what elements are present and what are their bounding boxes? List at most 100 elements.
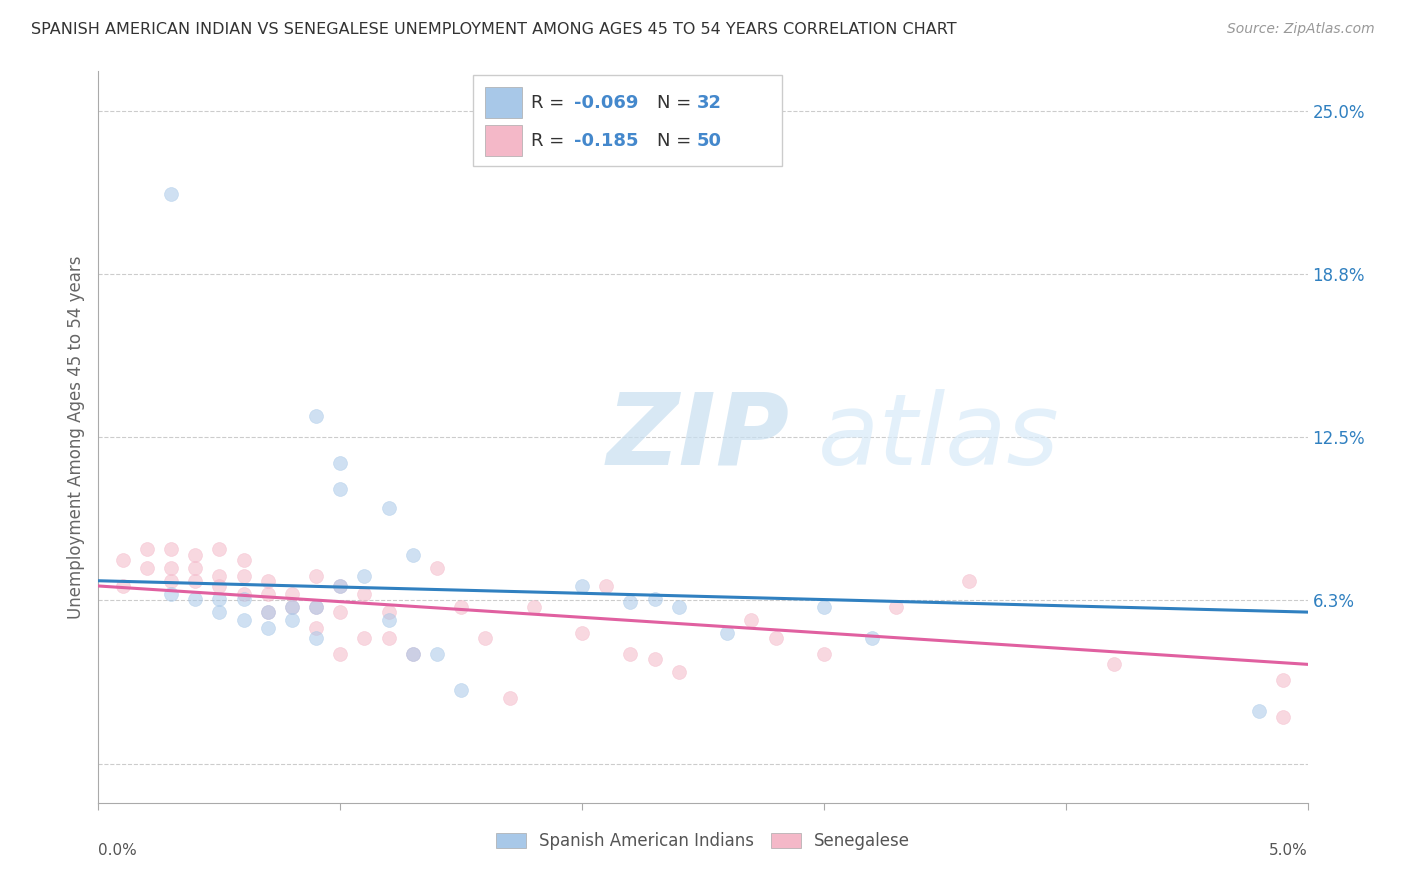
Text: -0.185: -0.185 — [574, 132, 638, 150]
Point — [644, 592, 666, 607]
Point — [184, 548, 207, 562]
Point — [232, 592, 254, 607]
Point — [619, 594, 641, 608]
Text: 5.0%: 5.0% — [1268, 843, 1308, 858]
Point — [886, 599, 908, 614]
Point — [281, 587, 304, 601]
Text: 32: 32 — [697, 94, 721, 112]
Text: N =: N = — [657, 132, 697, 150]
Point — [305, 621, 328, 635]
Point — [571, 626, 593, 640]
Point — [716, 626, 738, 640]
Point — [208, 605, 231, 619]
Point — [305, 599, 328, 614]
Point — [353, 587, 375, 601]
Point — [1272, 673, 1295, 687]
Point — [450, 599, 472, 614]
Y-axis label: Unemployment Among Ages 45 to 54 years: Unemployment Among Ages 45 to 54 years — [66, 255, 84, 619]
Point — [377, 632, 399, 646]
Point — [256, 574, 278, 588]
Text: atlas: atlas — [818, 389, 1060, 485]
Point — [208, 542, 231, 557]
Point — [740, 613, 762, 627]
Point — [571, 579, 593, 593]
Point — [184, 592, 207, 607]
Point — [160, 542, 183, 557]
Point — [160, 587, 183, 601]
Point — [232, 587, 254, 601]
Point — [329, 647, 352, 661]
Point — [426, 647, 449, 661]
Point — [668, 665, 690, 680]
Text: ZIP: ZIP — [606, 389, 789, 485]
Point — [160, 574, 183, 588]
Point — [256, 605, 278, 619]
Text: -0.069: -0.069 — [574, 94, 638, 112]
Text: R =: R = — [531, 132, 576, 150]
Point — [329, 579, 352, 593]
Text: Source: ZipAtlas.com: Source: ZipAtlas.com — [1227, 22, 1375, 37]
Point — [377, 500, 399, 515]
Point — [668, 599, 690, 614]
Point — [305, 409, 328, 424]
Point — [256, 587, 278, 601]
Point — [426, 560, 449, 574]
Point — [402, 548, 425, 562]
Point — [523, 599, 546, 614]
Point — [256, 605, 278, 619]
Point — [329, 579, 352, 593]
Point — [402, 647, 425, 661]
Point — [281, 599, 304, 614]
Point — [305, 632, 328, 646]
Point — [281, 613, 304, 627]
Point — [957, 574, 980, 588]
Point — [111, 553, 134, 567]
Text: R =: R = — [531, 94, 571, 112]
FancyBboxPatch shape — [474, 75, 782, 167]
Bar — [485, 126, 522, 156]
Point — [353, 568, 375, 582]
Point — [595, 579, 617, 593]
Point — [353, 632, 375, 646]
Text: 50: 50 — [697, 132, 721, 150]
Text: 0.0%: 0.0% — [98, 843, 138, 858]
Point — [402, 647, 425, 661]
Point — [450, 683, 472, 698]
Point — [329, 456, 352, 470]
Point — [813, 599, 835, 614]
Point — [208, 579, 231, 593]
Point — [256, 621, 278, 635]
Point — [160, 560, 183, 574]
Point — [474, 632, 496, 646]
Point — [498, 691, 520, 706]
Point — [281, 599, 304, 614]
Legend: Spanish American Indians, Senegalese: Spanish American Indians, Senegalese — [489, 825, 917, 856]
Bar — [485, 87, 522, 118]
Point — [232, 553, 254, 567]
Text: N =: N = — [657, 94, 697, 112]
Point — [184, 574, 207, 588]
Point — [377, 605, 399, 619]
Point — [305, 568, 328, 582]
Text: SPANISH AMERICAN INDIAN VS SENEGALESE UNEMPLOYMENT AMONG AGES 45 TO 54 YEARS COR: SPANISH AMERICAN INDIAN VS SENEGALESE UN… — [31, 22, 956, 37]
Point — [1102, 657, 1125, 672]
Point — [135, 542, 157, 557]
Point — [644, 652, 666, 666]
Point — [1272, 709, 1295, 723]
Point — [619, 647, 641, 661]
Point — [813, 647, 835, 661]
Point — [135, 560, 157, 574]
Point — [208, 568, 231, 582]
Point — [208, 592, 231, 607]
Point — [111, 579, 134, 593]
Point — [232, 568, 254, 582]
Point — [305, 599, 328, 614]
Point — [377, 613, 399, 627]
Point — [329, 483, 352, 497]
Point — [184, 560, 207, 574]
Point — [329, 605, 352, 619]
Point — [232, 613, 254, 627]
Point — [160, 187, 183, 202]
Point — [1249, 705, 1271, 719]
Point — [860, 632, 883, 646]
